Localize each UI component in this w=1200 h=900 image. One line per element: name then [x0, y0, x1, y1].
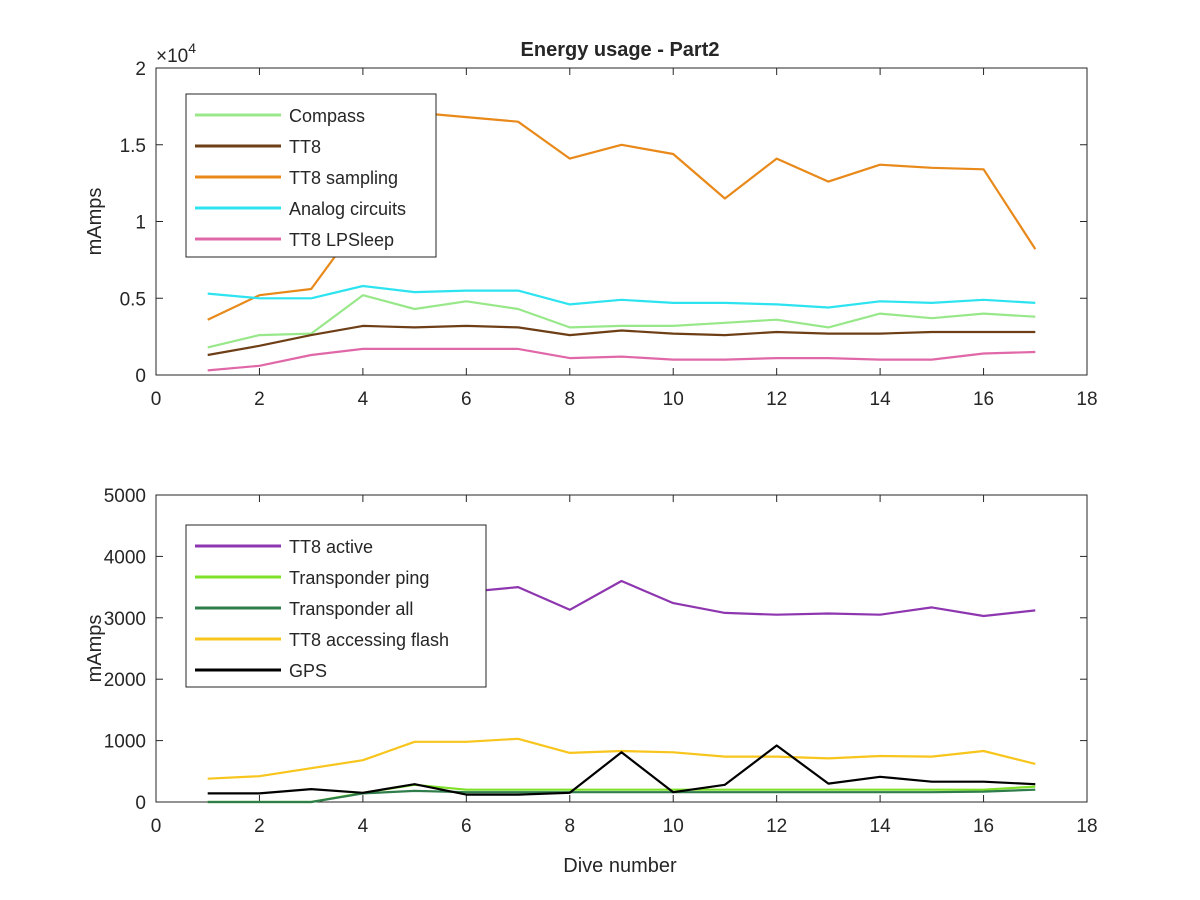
bottom-x-tick-label: 16 — [973, 816, 994, 837]
top-x-tick-label: 10 — [663, 389, 684, 410]
top-x-tick-label: 12 — [766, 389, 787, 410]
bottom-x-tick-label: 14 — [870, 816, 892, 837]
bottom-series-line-3 — [207, 737, 1036, 780]
top-series-line-4 — [207, 347, 1036, 372]
top-legend-label-0: Compass — [289, 106, 365, 126]
bottom-legend: TT8 active Transponder ping Transponder al… — [185, 524, 487, 688]
x-axis-label: Dive number — [563, 855, 677, 877]
bottom-x-tick-label: 2 — [254, 816, 265, 837]
bottom-x-tick-label: 6 — [461, 816, 472, 837]
top-legend: Compass TT8 TT8 sampling Analog circuits TT8… — [185, 93, 437, 258]
bottom-x-tick-label: 8 — [564, 816, 575, 837]
bottom-x-tick-label: 4 — [358, 816, 369, 837]
bottom-x-tick-label: 10 — [663, 816, 684, 837]
bottom-series-line-2 — [207, 788, 1036, 804]
top-x-tick-label: 0 — [151, 389, 162, 410]
top-y-tick-label: 2 — [135, 59, 146, 80]
chart-bottom: 0 2 4 6 8 10 12 14 16 18 0 1000 2000 3000 4000 5000 mAmp… — [84, 486, 1098, 837]
bottom-legend-label-0: TT8 active — [289, 537, 373, 557]
bottom-y-tick-label: 1000 — [104, 732, 146, 753]
bottom-y-tick-label: 5000 — [104, 486, 146, 507]
bottom-x-tick-label: 12 — [766, 816, 787, 837]
bottom-series-line-4 — [207, 744, 1036, 796]
top-x-tick-label: 4 — [358, 389, 369, 410]
figure-title: Energy usage - Part2 — [521, 39, 720, 61]
top-x-tick-label: 14 — [870, 389, 892, 410]
bottom-x-tick-label: 18 — [1076, 816, 1097, 837]
bottom-legend-label-4: GPS — [289, 661, 327, 681]
bottom-y-tick-label: 3000 — [104, 609, 146, 630]
top-x-tick-label: 2 — [254, 389, 265, 410]
top-y-tick-label: 1.5 — [120, 136, 146, 157]
bottom-legend-box — [185, 524, 487, 688]
bottom-y-tick-label: 2000 — [104, 670, 146, 691]
top-x-tick-label: 6 — [461, 389, 472, 410]
top-series-line-0 — [207, 294, 1036, 349]
top-series-line-3 — [207, 284, 1036, 309]
top-y-tick-label: 1 — [135, 213, 146, 234]
bottom-x-tick-label: 0 — [151, 816, 162, 837]
top-y-axis-label: mAmps — [84, 188, 106, 256]
top-x-tick-label: 18 — [1076, 389, 1097, 410]
top-series-line-1 — [207, 324, 1036, 357]
chart-top: 0 2 4 6 8 10 12 14 16 1800.511.52×104mAmpsCompass… — [84, 40, 1098, 410]
top-y-tick-label: 0.5 — [120, 289, 146, 310]
top-x-tick-label: 16 — [973, 389, 994, 410]
top-y-tick-label: 0 — [135, 366, 146, 387]
bottom-legend-label-2: Transponder all — [289, 599, 413, 619]
top-legend-label-3: Analog circuits — [289, 199, 406, 219]
top-x-tick-label: 8 — [564, 389, 575, 410]
bottom-y-axis-label: mAmps — [84, 615, 106, 683]
bottom-legend-label-1: Transponder ping — [289, 568, 429, 588]
bottom-legend-label-3: TT8 accessing flash — [289, 630, 449, 650]
bottom-y-tick-label: 0 — [135, 793, 146, 814]
top-legend-label-4: TT8 LPSleep — [289, 230, 394, 250]
top-legend-label-1: TT8 — [289, 137, 321, 157]
bottom-y-tick-label: 4000 — [104, 547, 146, 568]
top-legend-label-2: TT8 sampling — [289, 168, 398, 188]
